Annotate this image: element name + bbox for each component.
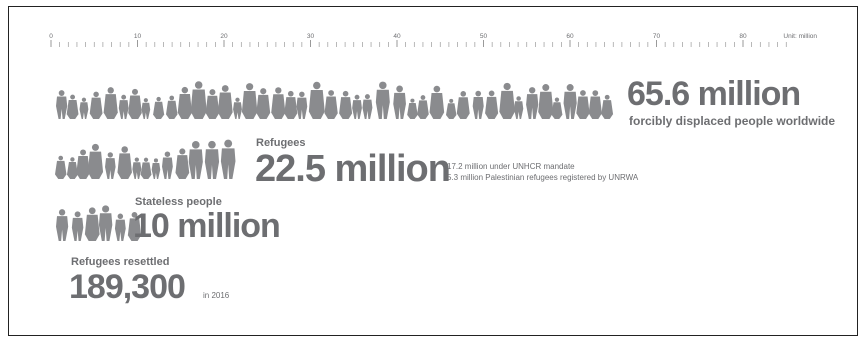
person-silhouette: [56, 209, 69, 241]
person-silhouette: [220, 139, 236, 179]
ruler-tick-labels: 0 10 20 30 40 50 60 70 80: [49, 33, 747, 40]
person-silhouette: [456, 91, 470, 119]
label-stateless: Stateless people: [135, 196, 222, 208]
silhouettes-stateless: [56, 205, 142, 241]
ruler-tick-label: 50: [480, 33, 488, 40]
person-silhouette: [233, 97, 242, 119]
person-silhouette: [114, 213, 126, 241]
person-silhouette: [445, 98, 457, 119]
person-silhouette: [352, 94, 362, 119]
person-silhouette: [175, 148, 190, 179]
person-silhouette: [513, 96, 524, 119]
ruler-tick-label: 60: [566, 33, 574, 40]
person-silhouette: [241, 83, 258, 119]
person-silhouette: [485, 90, 499, 119]
ruler-tick-label: 0: [49, 33, 53, 40]
person-silhouette: [429, 85, 445, 119]
person-silhouette: [166, 95, 178, 119]
ruler-tick-label: 20: [220, 33, 228, 40]
unit-label: Unit: million: [783, 33, 817, 40]
person-silhouette: [472, 90, 484, 119]
person-silhouette: [56, 90, 68, 119]
person-silhouette: [256, 88, 271, 119]
person-silhouette: [98, 205, 113, 241]
ruler-tick-label: 70: [653, 33, 661, 40]
person-silhouette: [217, 85, 233, 119]
person-silhouette: [132, 157, 142, 179]
note-unhcr: 17.2 million under UNHCR mandate: [447, 162, 575, 171]
person-silhouette: [118, 94, 129, 119]
person-silhouette: [204, 140, 220, 179]
person-silhouette: [375, 81, 390, 119]
person-silhouette: [151, 158, 161, 179]
person-silhouette: [526, 87, 539, 119]
person-silhouette: [140, 157, 152, 179]
description-displaced: forcibly displaced people worldwide: [629, 114, 836, 128]
person-silhouette: [89, 91, 103, 119]
scale-ruler: 0 10 20 30 40 50 60 70 80 Unit: million: [49, 33, 817, 47]
silhouettes-displaced: [56, 81, 614, 119]
person-silhouette: [296, 91, 308, 119]
person-silhouette: [538, 84, 554, 119]
person-silhouette: [576, 90, 590, 119]
label-refugees: Refugees: [256, 137, 306, 149]
person-silhouette: [141, 98, 151, 119]
person-silhouette: [308, 81, 325, 119]
person-silhouette: [55, 155, 67, 179]
person-silhouette: [339, 90, 353, 119]
person-silhouette: [588, 90, 602, 119]
person-silhouette: [407, 98, 418, 119]
person-silhouette: [188, 141, 203, 179]
ruler-tick-label: 80: [739, 33, 747, 40]
person-silhouette: [103, 87, 118, 119]
person-silhouette: [162, 151, 173, 179]
value-refugees: 22.5 million: [255, 148, 451, 190]
person-silhouette: [66, 157, 78, 179]
person-silhouette: [127, 211, 142, 241]
person-silhouette: [362, 94, 373, 119]
ruler-ticks: [50, 40, 787, 47]
note-unrwa: 5.3 million Palestinian refugees registe…: [447, 173, 639, 182]
ruler-tick-label: 40: [393, 33, 401, 40]
value-stateless: 10 million: [133, 207, 281, 245]
person-silhouette: [190, 81, 207, 119]
person-silhouette: [324, 90, 338, 119]
silhouettes-refugees: [55, 139, 236, 179]
person-silhouette: [601, 94, 614, 119]
person-silhouette: [117, 146, 132, 179]
person-silhouette: [71, 211, 84, 241]
person-silhouette: [84, 207, 100, 241]
person-silhouette: [271, 87, 286, 119]
person-silhouette: [79, 97, 89, 119]
person-silhouette: [153, 96, 165, 119]
person-silhouette: [76, 149, 90, 179]
ruler-tick-label: 30: [307, 33, 315, 40]
suffix-resettled: in 2016: [203, 291, 230, 300]
person-silhouette: [105, 152, 116, 179]
ruler-tick-label: 10: [134, 33, 142, 40]
person-silhouette: [66, 94, 79, 119]
person-silhouette: [284, 90, 298, 119]
person-silhouette: [563, 84, 577, 119]
person-silhouette: [177, 86, 192, 119]
person-silhouette: [87, 143, 104, 179]
infographic-frame: 0 10 20 30 40 50 60 70 80 Unit: million 65.6 mil…: [8, 6, 858, 336]
person-silhouette: [128, 88, 142, 119]
person-silhouette: [417, 95, 429, 119]
person-silhouette: [205, 89, 220, 119]
label-resettled: Refugees resettled: [71, 256, 170, 268]
person-silhouette: [499, 82, 515, 119]
value-resettled: 189,300: [69, 268, 186, 306]
person-silhouette: [551, 97, 563, 119]
value-displaced: 65.6 million: [627, 75, 801, 113]
person-silhouette: [393, 85, 406, 119]
